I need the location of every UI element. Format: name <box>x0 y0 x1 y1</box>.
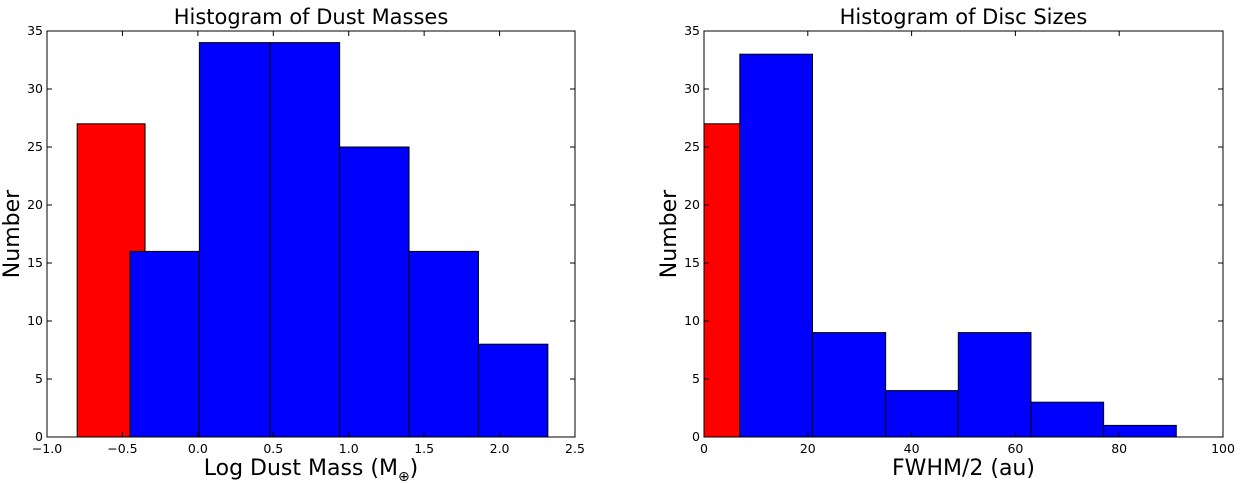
y-tick-label: 10 <box>27 313 43 328</box>
histogram-bar <box>339 146 410 438</box>
y-tick-label: 15 <box>684 255 700 270</box>
chart-panel-1: −1.0 −0.5 0.0 0.5 1.0 1.5 2.0 2.5 0 5 10 15 20 25 30 35… <box>0 5 585 483</box>
y-tick-label: 30 <box>684 81 700 96</box>
x-tick-label: 60 <box>1007 441 1023 456</box>
histogram-bar <box>703 123 741 438</box>
x-tick-label: 80 <box>1111 441 1127 456</box>
x-axis-label: FWHM/2 (au) <box>892 456 1035 481</box>
y-tick-label: 25 <box>684 139 700 154</box>
histogram-bar <box>408 250 479 438</box>
axes-frame <box>703 30 1224 438</box>
histogram-bar <box>885 390 959 438</box>
x-tick-label: 2.5 <box>565 441 585 456</box>
histogram-bar <box>957 332 1032 438</box>
x-tick-label: 0 <box>700 441 708 456</box>
x-tick-label: 20 <box>800 441 816 456</box>
chart-title: Histogram of Disc Sizes <box>840 5 1088 29</box>
x-tick-label: 100 <box>1211 441 1235 456</box>
x-axis-label: Log Dust Mass (M⊕) <box>204 456 419 483</box>
x-tick-label: 0.0 <box>188 441 208 456</box>
histogram-bar <box>811 332 887 438</box>
histogram-bar <box>1103 424 1177 438</box>
y-tick-label: 5 <box>692 371 700 386</box>
histogram-bar <box>1030 401 1105 438</box>
y-axis-label: Number <box>657 189 682 278</box>
x-tick-label: 1.5 <box>414 441 434 456</box>
y-tick-label: 30 <box>27 81 43 96</box>
chart-panel-2: 0 20 40 60 80 100 0 5 10 15 20 25 30 35 Histogram of D… <box>657 5 1235 481</box>
x-tick-label: 1.0 <box>339 441 359 456</box>
axes-frame <box>46 30 576 438</box>
histogram-bar <box>198 42 271 438</box>
x-tick-label: 40 <box>904 441 920 456</box>
y-tick-label: 35 <box>684 23 700 38</box>
chart-title: Histogram of Dust Masses <box>174 5 449 29</box>
y-tick-label: 0 <box>692 429 700 444</box>
x-tick-label: −1.0 <box>32 441 62 456</box>
y-tick-label: 0 <box>35 429 43 444</box>
histogram-bar <box>129 250 200 438</box>
y-tick-label: 20 <box>27 197 43 212</box>
y-tick-label: 15 <box>27 255 43 270</box>
x-tick-label: −0.5 <box>107 441 137 456</box>
x-tick-label: 0.5 <box>263 441 283 456</box>
histogram-bar <box>739 53 813 438</box>
histogram-bar <box>269 42 341 438</box>
y-tick-label: 35 <box>27 23 43 38</box>
y-tick-label: 25 <box>27 139 43 154</box>
y-tick-label: 5 <box>35 371 43 386</box>
y-tick-label: 20 <box>684 197 700 212</box>
y-tick-label: 10 <box>684 313 700 328</box>
y-axis-label: Number <box>0 189 25 278</box>
histogram-bar <box>477 343 549 438</box>
x-tick-label: 2.0 <box>490 441 510 456</box>
